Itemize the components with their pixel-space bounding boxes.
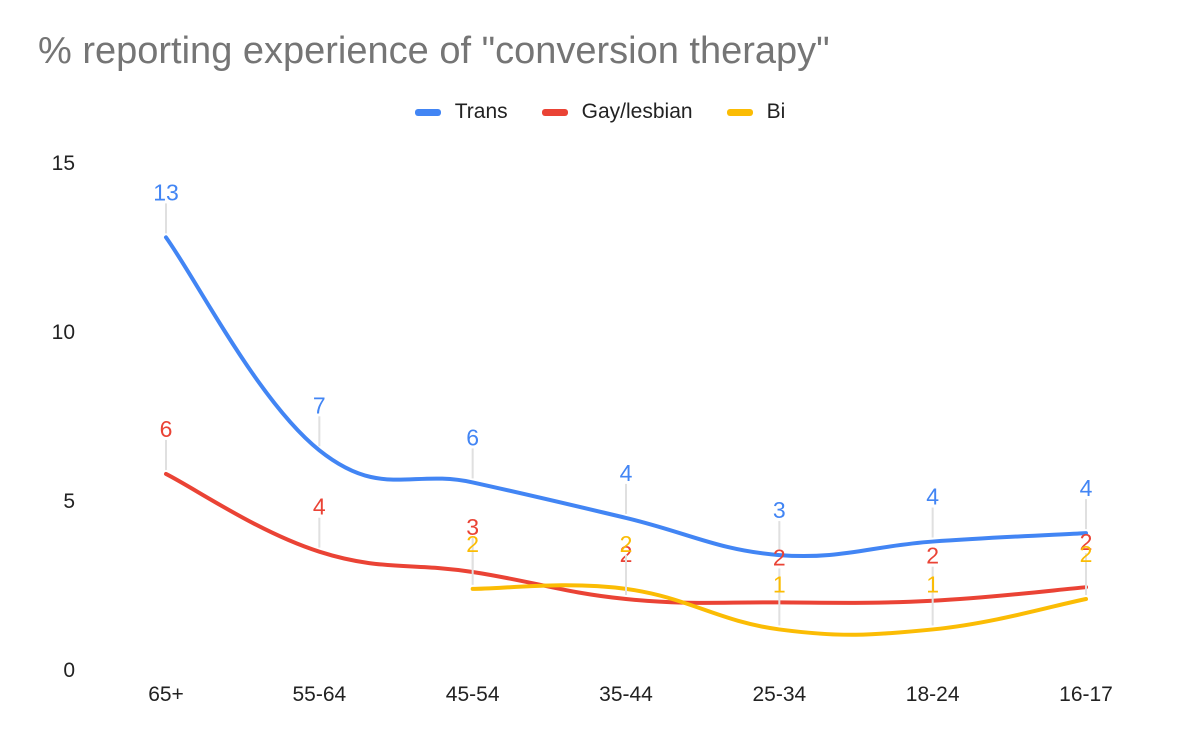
legend-swatch-trans	[414, 108, 441, 116]
y-tick-label: 0	[63, 659, 75, 682]
y-tick-label: 5	[63, 490, 75, 513]
data-label: 2	[926, 543, 939, 569]
x-tick-label: 35-44	[599, 683, 653, 706]
x-tick-label: 16-17	[1059, 683, 1113, 706]
data-label: 7	[313, 392, 326, 418]
legend-item-bi: Bi	[726, 100, 786, 124]
x-tick-label: 45-54	[446, 683, 500, 706]
x-tick-label: 18-24	[906, 683, 960, 706]
data-label: 1	[926, 571, 939, 597]
series-line-trans	[164, 235, 1088, 559]
legend-label-trans: Trans	[454, 100, 508, 123]
data-label: 4	[926, 484, 939, 510]
data-label: 1	[773, 571, 786, 597]
data-label: 2	[1080, 529, 1093, 555]
data-label: 3	[773, 497, 786, 523]
data-label: 2	[620, 531, 633, 557]
data-label: 4	[313, 494, 326, 520]
x-tick-label: 55-64	[292, 683, 346, 706]
data-label: 6	[160, 416, 173, 442]
y-tick-label: 10	[52, 321, 75, 344]
data-label: 2	[773, 544, 786, 570]
x-tick-label: 25-34	[752, 683, 806, 706]
legend-swatch-bi	[726, 108, 753, 116]
x-tick-label: 65+	[148, 683, 184, 706]
y-tick-label: 15	[52, 152, 75, 175]
data-label: 4	[1080, 475, 1093, 501]
legend-label-bi: Bi	[766, 100, 786, 123]
legend-swatch-gay-lesbian	[541, 108, 568, 116]
data-label: 2	[1080, 541, 1093, 567]
data-label: 4	[620, 460, 633, 486]
chart-title: % reporting experience of "conversion th…	[38, 30, 830, 72]
legend: Trans Gay/lesbian Bi	[0, 100, 1200, 124]
data-label: 13	[153, 179, 179, 205]
series-line-bi	[470, 583, 1088, 637]
data-label: 6	[466, 424, 479, 450]
legend-item-trans: Trans	[414, 100, 508, 124]
data-label: 2	[466, 531, 479, 557]
data-label: 2	[620, 541, 633, 567]
legend-label-gay-lesbian: Gay/lesbian	[581, 100, 693, 123]
data-label: 3	[466, 514, 479, 540]
legend-item-gay-lesbian: Gay/lesbian	[541, 100, 693, 124]
